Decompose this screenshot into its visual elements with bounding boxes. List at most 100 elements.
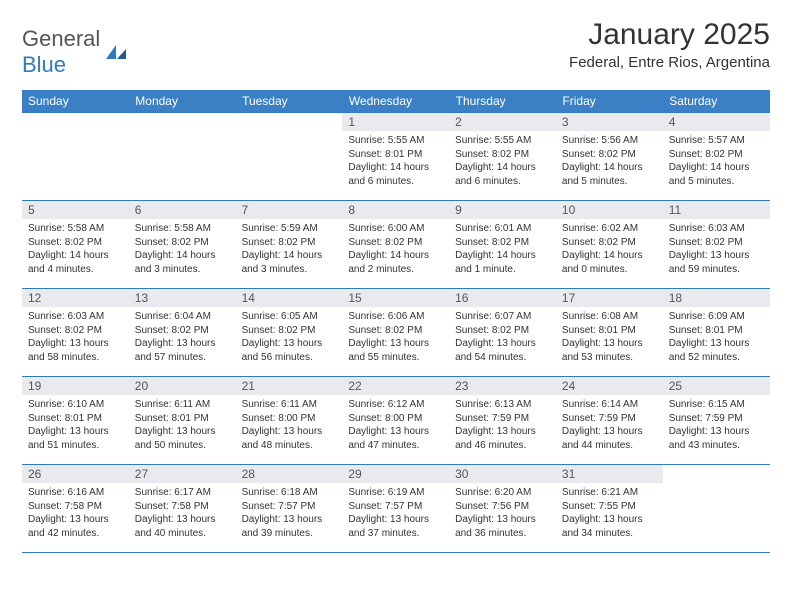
day-details: Sunrise: 6:12 AMSunset: 8:00 PMDaylight:… (342, 395, 449, 456)
day-details: Sunrise: 6:18 AMSunset: 7:57 PMDaylight:… (236, 483, 343, 544)
calendar-cell: 11Sunrise: 6:03 AMSunset: 8:02 PMDayligh… (663, 201, 770, 289)
calendar-row: 19Sunrise: 6:10 AMSunset: 8:01 PMDayligh… (22, 377, 770, 465)
calendar-cell: 20Sunrise: 6:11 AMSunset: 8:01 PMDayligh… (129, 377, 236, 465)
weekday-header: Wednesday (342, 90, 449, 113)
day-number: 24 (556, 377, 663, 395)
day-details: Sunrise: 6:16 AMSunset: 7:58 PMDaylight:… (22, 483, 129, 544)
day-details: Sunrise: 6:20 AMSunset: 7:56 PMDaylight:… (449, 483, 556, 544)
calendar-cell: 4Sunrise: 5:57 AMSunset: 8:02 PMDaylight… (663, 113, 770, 201)
calendar-cell (129, 113, 236, 201)
calendar-row: 26Sunrise: 6:16 AMSunset: 7:58 PMDayligh… (22, 465, 770, 553)
day-number: 19 (22, 377, 129, 395)
day-number: 23 (449, 377, 556, 395)
day-number: 9 (449, 201, 556, 219)
calendar-cell: 9Sunrise: 6:01 AMSunset: 8:02 PMDaylight… (449, 201, 556, 289)
day-details: Sunrise: 6:06 AMSunset: 8:02 PMDaylight:… (342, 307, 449, 368)
calendar-cell: 29Sunrise: 6:19 AMSunset: 7:57 PMDayligh… (342, 465, 449, 553)
day-details: Sunrise: 6:17 AMSunset: 7:58 PMDaylight:… (129, 483, 236, 544)
day-number: 3 (556, 113, 663, 131)
day-details: Sunrise: 6:01 AMSunset: 8:02 PMDaylight:… (449, 219, 556, 280)
day-details: Sunrise: 6:02 AMSunset: 8:02 PMDaylight:… (556, 219, 663, 280)
calendar-cell: 21Sunrise: 6:11 AMSunset: 8:00 PMDayligh… (236, 377, 343, 465)
sail-icon (104, 43, 128, 61)
day-details: Sunrise: 6:13 AMSunset: 7:59 PMDaylight:… (449, 395, 556, 456)
logo-word-blue: Blue (22, 52, 66, 77)
day-number: 10 (556, 201, 663, 219)
day-details: Sunrise: 6:04 AMSunset: 8:02 PMDaylight:… (129, 307, 236, 368)
day-number: 31 (556, 465, 663, 483)
day-details: Sunrise: 5:58 AMSunset: 8:02 PMDaylight:… (129, 219, 236, 280)
logo-word-general: General (22, 26, 100, 51)
day-details: Sunrise: 5:55 AMSunset: 8:01 PMDaylight:… (342, 131, 449, 192)
day-number: 14 (236, 289, 343, 307)
calendar-cell: 14Sunrise: 6:05 AMSunset: 8:02 PMDayligh… (236, 289, 343, 377)
day-details: Sunrise: 6:03 AMSunset: 8:02 PMDaylight:… (663, 219, 770, 280)
calendar-cell: 17Sunrise: 6:08 AMSunset: 8:01 PMDayligh… (556, 289, 663, 377)
day-number: 17 (556, 289, 663, 307)
calendar-cell (236, 113, 343, 201)
calendar-cell: 23Sunrise: 6:13 AMSunset: 7:59 PMDayligh… (449, 377, 556, 465)
calendar-cell (663, 465, 770, 553)
day-details: Sunrise: 5:57 AMSunset: 8:02 PMDaylight:… (663, 131, 770, 192)
day-number: 13 (129, 289, 236, 307)
weekday-header: Thursday (449, 90, 556, 113)
calendar-cell: 2Sunrise: 5:55 AMSunset: 8:02 PMDaylight… (449, 113, 556, 201)
day-number: 20 (129, 377, 236, 395)
day-details: Sunrise: 5:58 AMSunset: 8:02 PMDaylight:… (22, 219, 129, 280)
calendar-cell (22, 113, 129, 201)
calendar-cell: 5Sunrise: 5:58 AMSunset: 8:02 PMDaylight… (22, 201, 129, 289)
weekday-header: Sunday (22, 90, 129, 113)
calendar-cell: 28Sunrise: 6:18 AMSunset: 7:57 PMDayligh… (236, 465, 343, 553)
day-details: Sunrise: 5:55 AMSunset: 8:02 PMDaylight:… (449, 131, 556, 192)
calendar-cell: 25Sunrise: 6:15 AMSunset: 7:59 PMDayligh… (663, 377, 770, 465)
title-block: January 2025 Federal, Entre Rios, Argent… (569, 18, 770, 71)
month-title: January 2025 (569, 18, 770, 52)
calendar-cell: 22Sunrise: 6:12 AMSunset: 8:00 PMDayligh… (342, 377, 449, 465)
page-header: General Blue January 2025 Federal, Entre… (22, 18, 770, 78)
day-number: 18 (663, 289, 770, 307)
day-details: Sunrise: 6:07 AMSunset: 8:02 PMDaylight:… (449, 307, 556, 368)
logo: General Blue (22, 26, 128, 78)
day-number: 16 (449, 289, 556, 307)
weekday-header-row: SundayMondayTuesdayWednesdayThursdayFrid… (22, 90, 770, 113)
calendar-cell: 3Sunrise: 5:56 AMSunset: 8:02 PMDaylight… (556, 113, 663, 201)
day-number: 2 (449, 113, 556, 131)
calendar-row: 5Sunrise: 5:58 AMSunset: 8:02 PMDaylight… (22, 201, 770, 289)
weekday-header: Saturday (663, 90, 770, 113)
calendar-cell: 19Sunrise: 6:10 AMSunset: 8:01 PMDayligh… (22, 377, 129, 465)
day-number: 28 (236, 465, 343, 483)
day-number: 30 (449, 465, 556, 483)
day-number: 15 (342, 289, 449, 307)
day-details: Sunrise: 6:15 AMSunset: 7:59 PMDaylight:… (663, 395, 770, 456)
calendar-cell: 7Sunrise: 5:59 AMSunset: 8:02 PMDaylight… (236, 201, 343, 289)
day-number: 5 (22, 201, 129, 219)
calendar-cell: 26Sunrise: 6:16 AMSunset: 7:58 PMDayligh… (22, 465, 129, 553)
weekday-header: Friday (556, 90, 663, 113)
day-number: 25 (663, 377, 770, 395)
calendar-cell: 15Sunrise: 6:06 AMSunset: 8:02 PMDayligh… (342, 289, 449, 377)
day-details: Sunrise: 6:21 AMSunset: 7:55 PMDaylight:… (556, 483, 663, 544)
calendar-cell: 27Sunrise: 6:17 AMSunset: 7:58 PMDayligh… (129, 465, 236, 553)
day-details: Sunrise: 6:11 AMSunset: 8:00 PMDaylight:… (236, 395, 343, 456)
day-details: Sunrise: 5:59 AMSunset: 8:02 PMDaylight:… (236, 219, 343, 280)
calendar-cell: 30Sunrise: 6:20 AMSunset: 7:56 PMDayligh… (449, 465, 556, 553)
calendar-cell: 1Sunrise: 5:55 AMSunset: 8:01 PMDaylight… (342, 113, 449, 201)
day-number: 21 (236, 377, 343, 395)
day-details: Sunrise: 6:19 AMSunset: 7:57 PMDaylight:… (342, 483, 449, 544)
day-number: 7 (236, 201, 343, 219)
logo-text: General Blue (22, 26, 100, 78)
day-details: Sunrise: 6:05 AMSunset: 8:02 PMDaylight:… (236, 307, 343, 368)
calendar-cell: 10Sunrise: 6:02 AMSunset: 8:02 PMDayligh… (556, 201, 663, 289)
day-details: Sunrise: 6:11 AMSunset: 8:01 PMDaylight:… (129, 395, 236, 456)
day-number: 11 (663, 201, 770, 219)
calendar-row: 12Sunrise: 6:03 AMSunset: 8:02 PMDayligh… (22, 289, 770, 377)
calendar-cell: 24Sunrise: 6:14 AMSunset: 7:59 PMDayligh… (556, 377, 663, 465)
calendar-cell: 6Sunrise: 5:58 AMSunset: 8:02 PMDaylight… (129, 201, 236, 289)
calendar-cell: 8Sunrise: 6:00 AMSunset: 8:02 PMDaylight… (342, 201, 449, 289)
weekday-header: Tuesday (236, 90, 343, 113)
calendar-row: 1Sunrise: 5:55 AMSunset: 8:01 PMDaylight… (22, 113, 770, 201)
day-details: Sunrise: 6:00 AMSunset: 8:02 PMDaylight:… (342, 219, 449, 280)
day-number: 26 (22, 465, 129, 483)
day-details: Sunrise: 6:10 AMSunset: 8:01 PMDaylight:… (22, 395, 129, 456)
calendar-cell: 18Sunrise: 6:09 AMSunset: 8:01 PMDayligh… (663, 289, 770, 377)
